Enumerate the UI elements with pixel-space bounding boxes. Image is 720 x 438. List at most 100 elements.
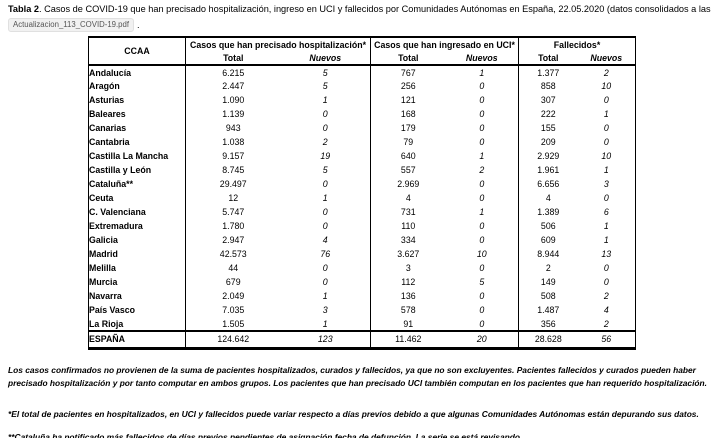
cell-fallecidos-total: 1.487 [518,303,578,317]
cell-uci-total: 767 [370,65,446,79]
cell-uci-total: 3.627 [370,247,446,261]
cell-uci-nuevos: 0 [479,305,485,315]
cell-fallecidos-nuevos: 1 [603,235,609,245]
cell-hosp-total: 1.780 [185,219,281,233]
cell-hosp-nuevos: 1 [322,291,328,301]
cell-uci-total: 136 [370,289,446,303]
cell-fallecidos-total: 508 [518,289,578,303]
footnote-asterisk: *El total de pacientes en hospitalizados… [8,409,699,420]
cell-uci-nuevos: 10 [476,249,487,259]
cell-hosp-nuevos: 0 [322,109,328,119]
caption-period: . [137,19,140,30]
cell-hosp-total: 1.090 [185,93,281,107]
subheader-nuevos: Nuevos [309,52,342,63]
table-row: Asturias 1.090 1 121 0 307 0 [89,93,636,107]
row-label-ccaa: Navarra [89,291,122,301]
cell-hosp-nuevos: 0 [322,277,328,287]
cell-fallecidos-nuevos: 2 [603,291,609,301]
cell-fallecidos-nuevos: 0 [603,123,609,133]
cell-fallecidos-total: 1.961 [518,163,578,177]
cell-fallecidos-nuevos: 6 [603,207,609,217]
table-row: Extremadura 1.780 0 110 0 506 1 [89,219,636,233]
cell-hosp-total: 42.573 [185,247,281,261]
table-row: Galicia 2.947 4 334 0 609 1 [89,233,636,247]
table-row: La Rioja 1.505 1 91 0 356 2 [89,317,636,331]
cell-fallecidos-nuevos: 0 [603,95,609,105]
cell-hosp-total: 679 [185,275,281,289]
cell-fallecidos-total: 222 [518,107,578,121]
table-row: Baleares 1.139 0 168 0 222 1 [89,107,636,121]
cell-fallecidos-nuevos: 10 [601,81,612,91]
cell-hosp-total: 44 [185,261,281,275]
cell-uci-nuevos: 0 [479,318,485,329]
cell-fallecidos-total: 209 [518,135,578,149]
cell-fallecidos-nuevos: 1 [603,165,609,175]
cell-uci-nuevos: 0 [479,81,485,91]
cell-fallecidos-nuevos: 0 [603,193,609,203]
row-label-ccaa: Castilla La Mancha [89,151,169,161]
cell-hosp-total: 2.947 [185,233,281,247]
cell-uci-nuevos: 5 [479,277,485,287]
cell-uci-total: 731 [370,205,446,219]
cell-uci-nuevos: 0 [479,95,485,105]
row-label-ccaa: Murcia [89,277,118,287]
pdf-attachment-link[interactable]: Actualizacion_113_COVID-19.pdf [8,17,135,32]
subheader-nuevos: Nuevos [590,52,623,63]
cell-hosp-nuevos: 5 [322,67,328,78]
cell-uci-nuevos: 0 [479,137,485,147]
total-uci-total: 11.462 [370,331,446,348]
cell-fallecidos-nuevos: 0 [603,277,609,287]
cell-fallecidos-total: 506 [518,219,578,233]
row-label-ccaa: País Vasco [89,305,135,315]
table-row: Melilla 44 0 3 0 2 0 [89,261,636,275]
cell-fallecidos-nuevos: 1 [603,221,609,231]
row-label-ccaa: Asturias [89,95,125,105]
row-label-ccaa: Galicia [89,235,118,245]
cell-hosp-nuevos: 1 [322,193,328,203]
cell-fallecidos-nuevos: 1 [603,109,609,119]
cell-hosp-nuevos: 5 [322,81,328,91]
covid-table: CCAA Casos que han precisado hospitaliza… [88,36,637,350]
subheader-total: Total [185,51,281,65]
cell-fallecidos-nuevos: 3 [603,179,609,189]
cell-hosp-total: 2.447 [185,79,281,93]
row-label-ccaa: Ceuta [89,193,114,203]
cell-hosp-total: 6.215 [185,65,281,79]
cell-hosp-nuevos: 0 [322,207,328,217]
cell-hosp-nuevos: 0 [322,179,328,189]
cell-uci-total: 3 [370,261,446,275]
cell-uci-total: 79 [370,135,446,149]
cell-uci-nuevos: 1 [479,207,485,217]
cell-fallecidos-total: 1.377 [518,65,578,79]
total-row-label: ESPAÑA [89,334,126,345]
cell-fallecidos-total: 1.389 [518,205,578,219]
cell-hosp-total: 7.035 [185,303,281,317]
cell-fallecidos-total: 609 [518,233,578,247]
cell-fallecidos-total: 307 [518,93,578,107]
cell-fallecidos-nuevos: 2 [603,318,609,329]
row-label-ccaa: Andalucía [89,67,132,78]
cell-fallecidos-nuevos: 4 [603,305,609,315]
table-body: Andalucía 6.215 5 767 1 1.377 2 Aragón 2.447 5 256… [89,65,636,331]
cell-fallecidos-nuevos: 13 [601,249,612,259]
cell-fallecidos-total: 149 [518,275,578,289]
cell-uci-total: 2.969 [370,177,446,191]
cell-hosp-total: 943 [185,121,281,135]
cell-hosp-nuevos: 2 [322,137,328,147]
cell-uci-total: 334 [370,233,446,247]
header-ccaa: CCAA [124,46,150,56]
table-row: C. Valenciana 5.747 0 731 1 1.389 6 [89,205,636,219]
caption-label: Tabla 2 [8,4,39,14]
cell-uci-nuevos: 2 [479,165,485,175]
cell-hosp-nuevos: 19 [320,151,331,161]
cell-hosp-nuevos: 76 [320,249,331,259]
table-row: Andalucía 6.215 5 767 1 1.377 2 [89,65,636,79]
cell-fallecidos-total: 858 [518,79,578,93]
table-footer: ESPAÑA 124.642 123 11.462 20 28.628 56 [88,331,636,348]
cell-fallecidos-total: 6.656 [518,177,578,191]
header-group-uci: Casos que han ingresado en UCI* [370,37,519,51]
cell-uci-nuevos: 1 [479,151,485,161]
cell-uci-nuevos: 0 [479,193,485,203]
cell-fallecidos-nuevos: 10 [601,151,612,161]
cell-hosp-nuevos: 4 [322,235,328,245]
